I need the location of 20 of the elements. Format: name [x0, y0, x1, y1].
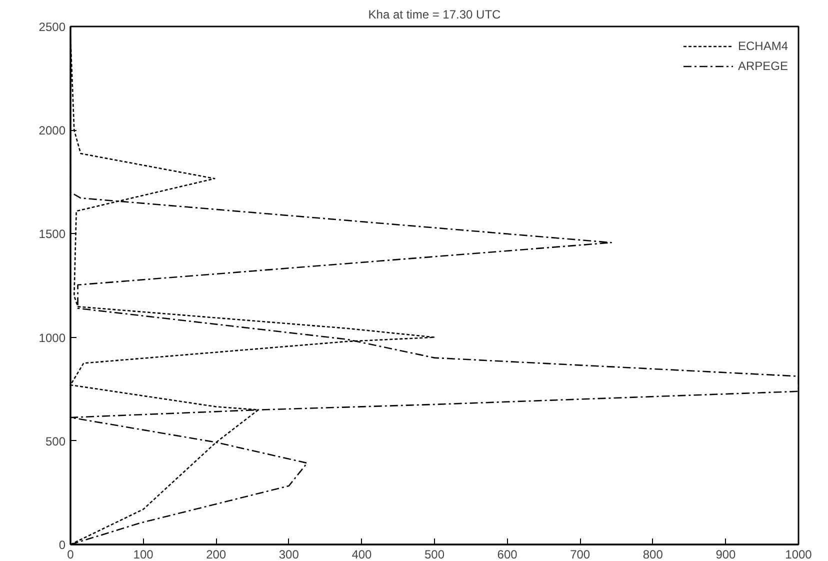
chart-title: Kha at time = 17.30 UTC — [368, 8, 502, 22]
legend-label: ARPEGE — [738, 59, 788, 73]
x-tick-label: 1000 — [785, 548, 812, 561]
x-tick-label: 200 — [206, 548, 226, 561]
legend-label: ECHAM4 — [738, 39, 788, 53]
x-tick-label: 900 — [716, 548, 736, 561]
y-tick-label: 1500 — [38, 227, 66, 242]
x-tick-label: 300 — [278, 548, 300, 561]
y-tick-label: 1000 — [38, 330, 66, 345]
y-tick-label: 2000 — [38, 124, 66, 138]
x-tick-label: 700 — [570, 548, 590, 561]
x-tick-label: 800 — [642, 548, 664, 561]
y-tick-label: 2500 — [38, 20, 66, 34]
x-tick-label: 600 — [497, 548, 518, 561]
x-tick-label: 400 — [352, 548, 372, 561]
x-tick-label: 0 — [67, 548, 74, 561]
y-tick-label: 0 — [58, 538, 66, 552]
x-tick-label: 100 — [133, 548, 154, 561]
y-tick-label: 500 — [45, 434, 66, 448]
x-tick-label: 500 — [424, 548, 445, 561]
